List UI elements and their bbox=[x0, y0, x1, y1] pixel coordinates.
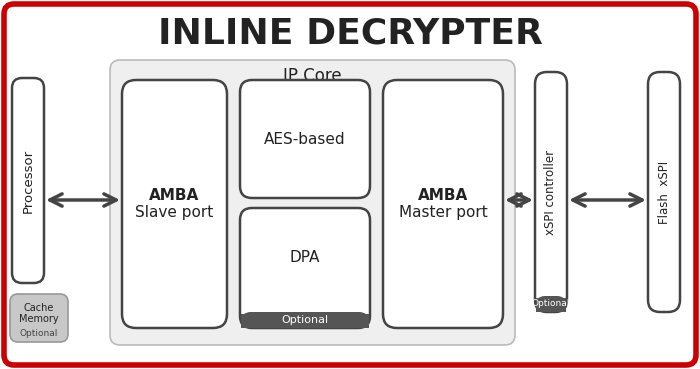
FancyBboxPatch shape bbox=[10, 294, 68, 342]
FancyBboxPatch shape bbox=[110, 60, 515, 345]
FancyBboxPatch shape bbox=[535, 72, 567, 312]
FancyBboxPatch shape bbox=[240, 80, 370, 198]
FancyBboxPatch shape bbox=[12, 78, 44, 283]
Bar bbox=[536, 298, 566, 312]
FancyBboxPatch shape bbox=[648, 72, 680, 312]
Text: Optional: Optional bbox=[20, 330, 58, 338]
Text: IP Core: IP Core bbox=[284, 67, 342, 85]
Text: Slave port: Slave port bbox=[135, 204, 214, 220]
Text: AMBA: AMBA bbox=[149, 189, 199, 203]
Text: DPA: DPA bbox=[290, 251, 320, 266]
FancyBboxPatch shape bbox=[240, 208, 370, 328]
Text: xSPI controller: xSPI controller bbox=[545, 149, 557, 235]
Bar bbox=[241, 314, 369, 328]
Text: Cache: Cache bbox=[24, 303, 54, 313]
FancyBboxPatch shape bbox=[383, 80, 503, 328]
Text: Master port: Master port bbox=[398, 204, 487, 220]
Text: Optional: Optional bbox=[532, 300, 570, 308]
FancyBboxPatch shape bbox=[241, 312, 369, 328]
FancyBboxPatch shape bbox=[122, 80, 227, 328]
Text: AMBA: AMBA bbox=[418, 189, 468, 203]
Text: AES-based: AES-based bbox=[264, 131, 346, 146]
Text: Memory: Memory bbox=[19, 314, 59, 324]
Text: Flash  xSPI: Flash xSPI bbox=[657, 161, 671, 224]
Text: INLINE DECRYPTER: INLINE DECRYPTER bbox=[158, 17, 542, 51]
FancyBboxPatch shape bbox=[536, 296, 566, 312]
Text: Optional: Optional bbox=[281, 315, 328, 325]
FancyBboxPatch shape bbox=[4, 4, 696, 365]
Text: Processor: Processor bbox=[22, 148, 34, 213]
